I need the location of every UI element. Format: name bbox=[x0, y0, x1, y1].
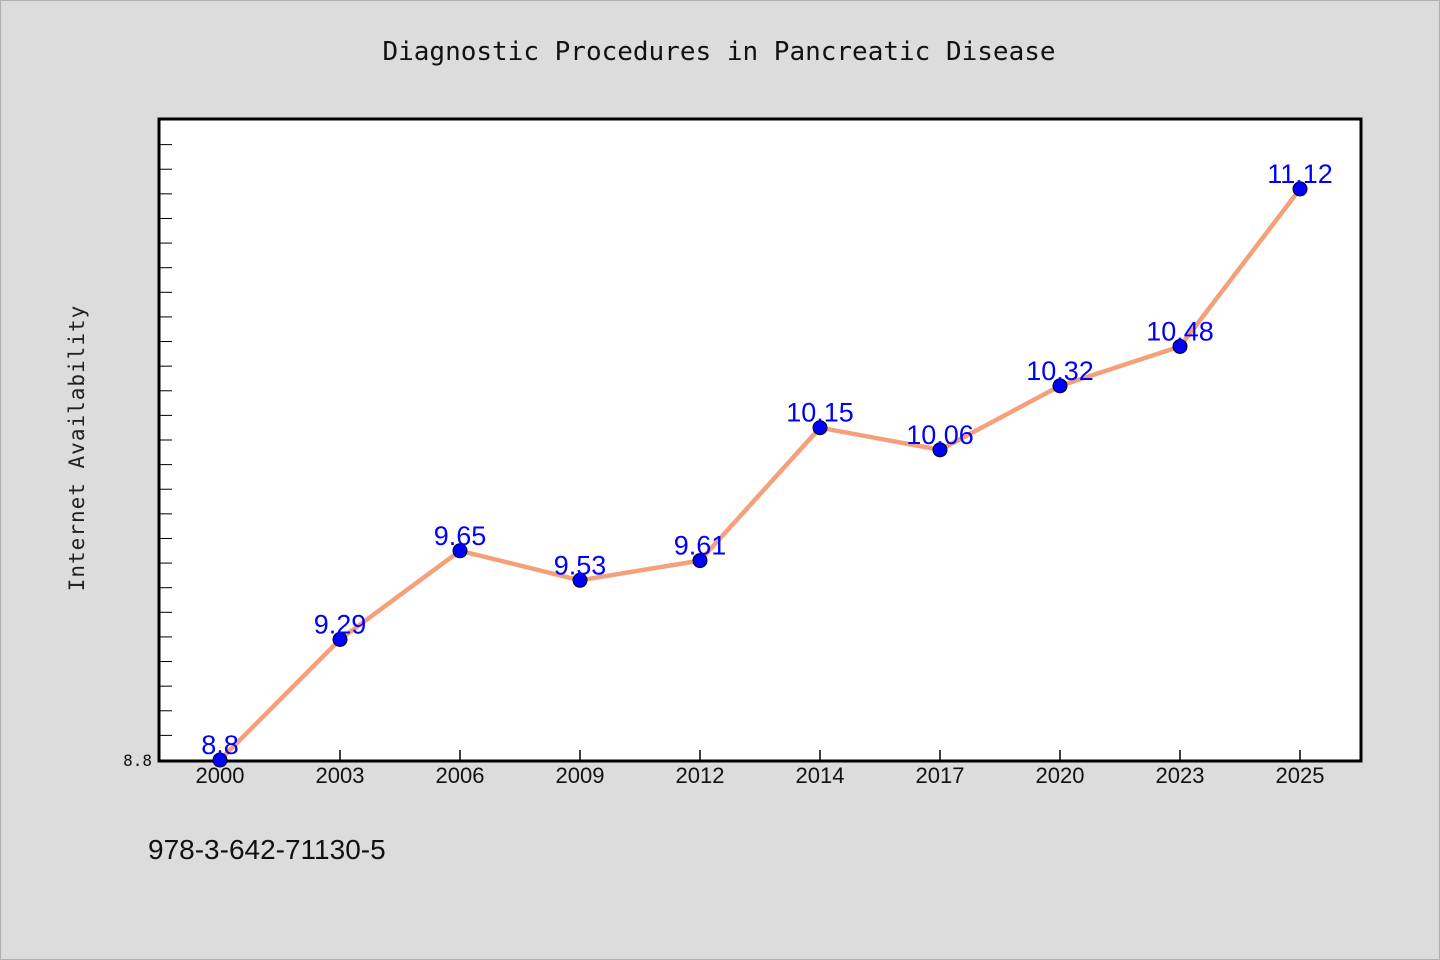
series-group: 8.8 9.29 9.65 9.53 9.61 10.15 10.06 10.32 10.48 1… bbox=[201, 159, 1333, 768]
x-tick-label: 2012 bbox=[676, 763, 725, 788]
x-tick-label: 2023 bbox=[1156, 763, 1205, 788]
plot-area bbox=[157, 117, 1363, 763]
data-point bbox=[212, 752, 228, 768]
data-point bbox=[812, 420, 828, 436]
data-label: 9.61 bbox=[674, 531, 727, 561]
data-label: 10.32 bbox=[1026, 356, 1094, 386]
data-label: 9.65 bbox=[434, 521, 487, 551]
chart-title: Diagnostic Procedures in Pancreatic Dise… bbox=[382, 37, 1055, 67]
isbn-footer: 978-3-642-71130-5 bbox=[148, 834, 386, 865]
data-point bbox=[1052, 378, 1068, 394]
x-tick-label: 2003 bbox=[316, 763, 365, 788]
x-tick-label: 2006 bbox=[436, 763, 485, 788]
data-label: 8.8 bbox=[201, 730, 239, 760]
data-point bbox=[932, 442, 948, 458]
x-tick-label: 2025 bbox=[1276, 763, 1325, 788]
data-label: 9.53 bbox=[554, 550, 607, 580]
data-point bbox=[692, 553, 708, 569]
data-point bbox=[572, 572, 588, 588]
x-tick-label: 2020 bbox=[1036, 763, 1085, 788]
x-tick-label: 2009 bbox=[556, 763, 605, 788]
series-line bbox=[217, 186, 1303, 763]
x-tick-label: 2017 bbox=[916, 763, 965, 788]
y-axis-label: Internet Availability bbox=[65, 305, 89, 592]
data-point bbox=[1172, 338, 1188, 354]
data-point bbox=[1292, 181, 1308, 197]
data-label: 10.15 bbox=[786, 398, 854, 428]
x-axis-ticks: 2000 2003 2006 2009 2012 2014 2017 2020 2023 2025 bbox=[196, 750, 1325, 788]
y-axis-ticks: 8.8 bbox=[123, 144, 172, 770]
data-point bbox=[452, 543, 468, 559]
data-point bbox=[332, 631, 348, 647]
y-tick-label: 8.8 bbox=[123, 751, 152, 770]
data-label: 10.06 bbox=[906, 420, 974, 450]
x-tick-label: 2014 bbox=[796, 763, 845, 788]
data-label: 9.29 bbox=[314, 609, 367, 639]
data-label: 11.12 bbox=[1267, 159, 1333, 189]
data-label: 10.48 bbox=[1146, 316, 1214, 346]
